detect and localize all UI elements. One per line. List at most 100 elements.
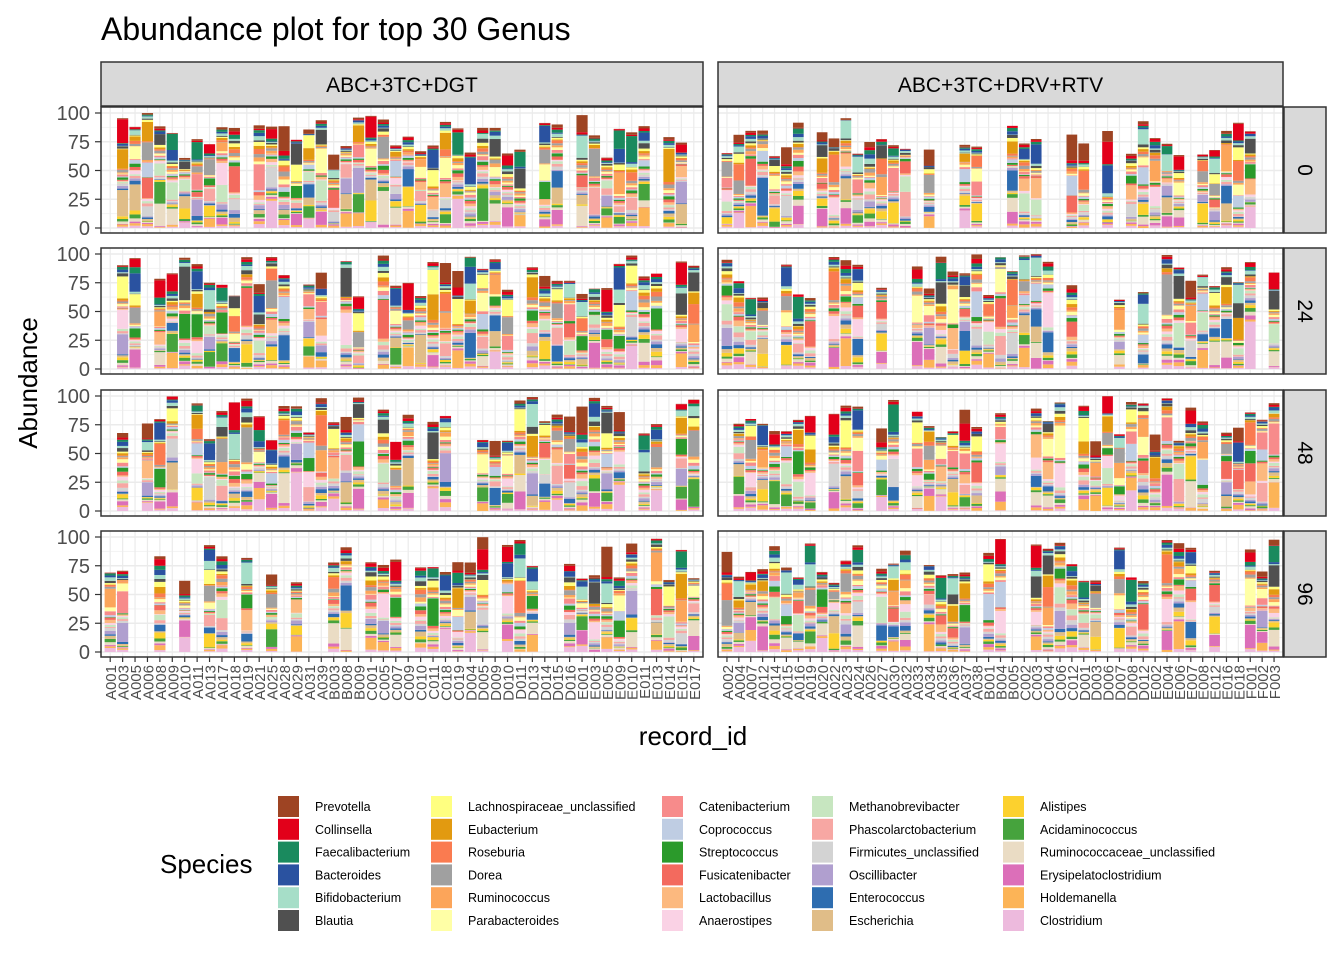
bar-segment xyxy=(601,216,613,218)
bar-segment xyxy=(1066,212,1078,215)
bar-segment xyxy=(266,191,278,194)
bar-segment xyxy=(1114,299,1125,301)
bar-segment xyxy=(1221,338,1232,339)
bar-segment xyxy=(117,174,129,177)
bar-segment xyxy=(626,180,638,184)
bar-segment xyxy=(792,323,804,326)
bar-segment xyxy=(390,285,402,288)
bar-segment xyxy=(427,221,439,223)
bar-segment xyxy=(203,324,216,326)
bar-segment xyxy=(129,221,141,224)
bar-segment xyxy=(203,175,216,177)
bar-segment xyxy=(141,495,154,497)
bar-segment xyxy=(1125,201,1137,205)
bar-segment xyxy=(828,151,840,155)
bar-segment xyxy=(663,188,675,191)
bar-segment xyxy=(154,468,166,488)
bar-segment xyxy=(781,364,792,366)
bar-segment xyxy=(888,158,899,160)
bar-segment xyxy=(1137,199,1149,202)
bar-segment xyxy=(1030,199,1042,216)
bar-segment xyxy=(340,296,352,298)
bar-segment xyxy=(721,188,733,190)
bar-segment xyxy=(721,161,733,177)
bar-segment xyxy=(228,316,240,332)
bar-segment xyxy=(995,358,1006,362)
bar-segment xyxy=(154,491,166,494)
bar-segment xyxy=(427,337,439,340)
bar-segment xyxy=(923,174,935,193)
bar-segment xyxy=(377,260,389,264)
bar-segment xyxy=(315,123,327,126)
bar-segment xyxy=(721,224,733,227)
bar-segment xyxy=(290,226,303,228)
bar-segment xyxy=(340,147,352,149)
bar-segment xyxy=(328,181,340,183)
bar-segment xyxy=(216,303,228,306)
bar-segment xyxy=(166,492,178,507)
bar-segment xyxy=(757,325,768,327)
bar-segment xyxy=(947,284,959,286)
bar-segment xyxy=(650,360,663,366)
bar-segment xyxy=(1161,256,1173,260)
bar-segment xyxy=(452,162,464,163)
bar-segment xyxy=(191,199,203,216)
bar-segment xyxy=(1066,294,1078,298)
bar-segment xyxy=(427,324,439,328)
bar-segment xyxy=(983,321,994,323)
bar-segment xyxy=(315,272,327,289)
bar-segment xyxy=(117,354,129,356)
bar-segment xyxy=(501,316,514,318)
bar-segment xyxy=(489,309,501,312)
bar-segment xyxy=(129,143,141,147)
bar-segment xyxy=(721,295,733,298)
bar-segment xyxy=(816,173,828,176)
bar-segment xyxy=(452,173,464,177)
bar-segment xyxy=(1149,149,1161,153)
bar-segment xyxy=(1007,131,1018,135)
bar-segment xyxy=(1066,307,1078,310)
bar-segment xyxy=(117,224,129,227)
bar-segment xyxy=(377,134,389,137)
bar-segment xyxy=(888,197,899,200)
bar-segment xyxy=(352,163,365,166)
bar-segment xyxy=(576,167,588,169)
bar-segment xyxy=(576,354,588,356)
bar-segment xyxy=(117,176,129,178)
bar-segment xyxy=(588,216,601,219)
bar-segment xyxy=(721,362,733,366)
bar-segment xyxy=(501,182,514,185)
bar-segment xyxy=(439,211,452,215)
bar-segment xyxy=(576,298,588,301)
bar-segment xyxy=(721,285,733,296)
bar-segment xyxy=(675,342,687,343)
bar-segment xyxy=(947,281,959,283)
bar-segment xyxy=(266,337,278,342)
bar-segment xyxy=(1018,332,1030,336)
bar-segment xyxy=(539,307,551,310)
bar-segment xyxy=(792,177,804,179)
bar-segment xyxy=(1066,341,1078,344)
bar-segment xyxy=(464,361,476,364)
bar-segment xyxy=(638,143,650,149)
bar-segment xyxy=(576,165,588,168)
bar-segment xyxy=(576,318,588,332)
bar-segment xyxy=(588,293,601,297)
bar-segment xyxy=(303,171,315,173)
bar-segment xyxy=(266,316,278,318)
bar-segment xyxy=(1137,129,1149,145)
bar-segment xyxy=(154,345,166,347)
bar-segment xyxy=(340,261,352,262)
bar-segment xyxy=(203,203,216,206)
bar-segment xyxy=(390,193,402,200)
bar-segment xyxy=(804,353,816,357)
bar-segment xyxy=(166,202,178,204)
bar-segment xyxy=(203,318,216,320)
bar-segment xyxy=(675,158,687,161)
bar-segment xyxy=(1161,322,1173,325)
bar-segment xyxy=(191,289,203,290)
bar-segment xyxy=(923,367,935,369)
bar-segment xyxy=(721,279,733,283)
bar-segment xyxy=(290,181,303,182)
bar-segment xyxy=(840,333,852,337)
